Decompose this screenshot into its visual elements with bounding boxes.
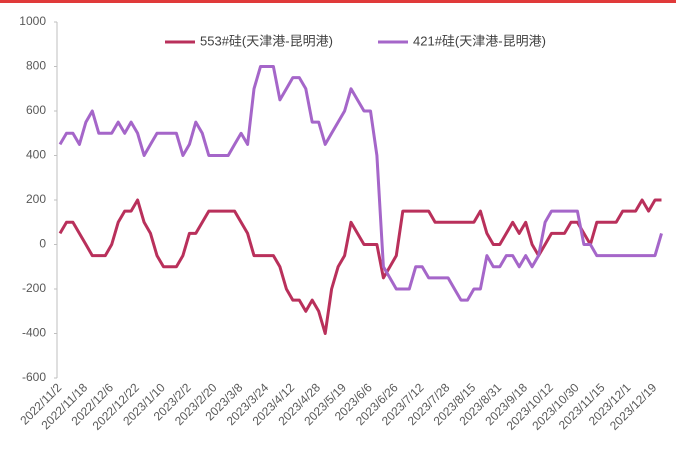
y-tick-label: -400: [22, 326, 46, 340]
y-tick-label: -200: [22, 281, 46, 295]
legend-label: 553#硅(天津港-昆明港): [200, 33, 333, 48]
y-tick-label: 0: [39, 237, 46, 251]
top-bar: [0, 0, 676, 3]
series-line: [58, 198, 662, 335]
y-tick-label: -600: [22, 370, 46, 384]
legend-label: 421#硅(天津港-昆明港): [413, 33, 546, 48]
y-tick-label: 400: [26, 148, 46, 162]
series-line: [58, 65, 663, 302]
y-tick-label: 1000: [19, 14, 46, 28]
y-tick-label: 200: [26, 192, 46, 206]
y-tick-label: 600: [26, 103, 46, 117]
y-tick-label: 800: [26, 59, 46, 73]
